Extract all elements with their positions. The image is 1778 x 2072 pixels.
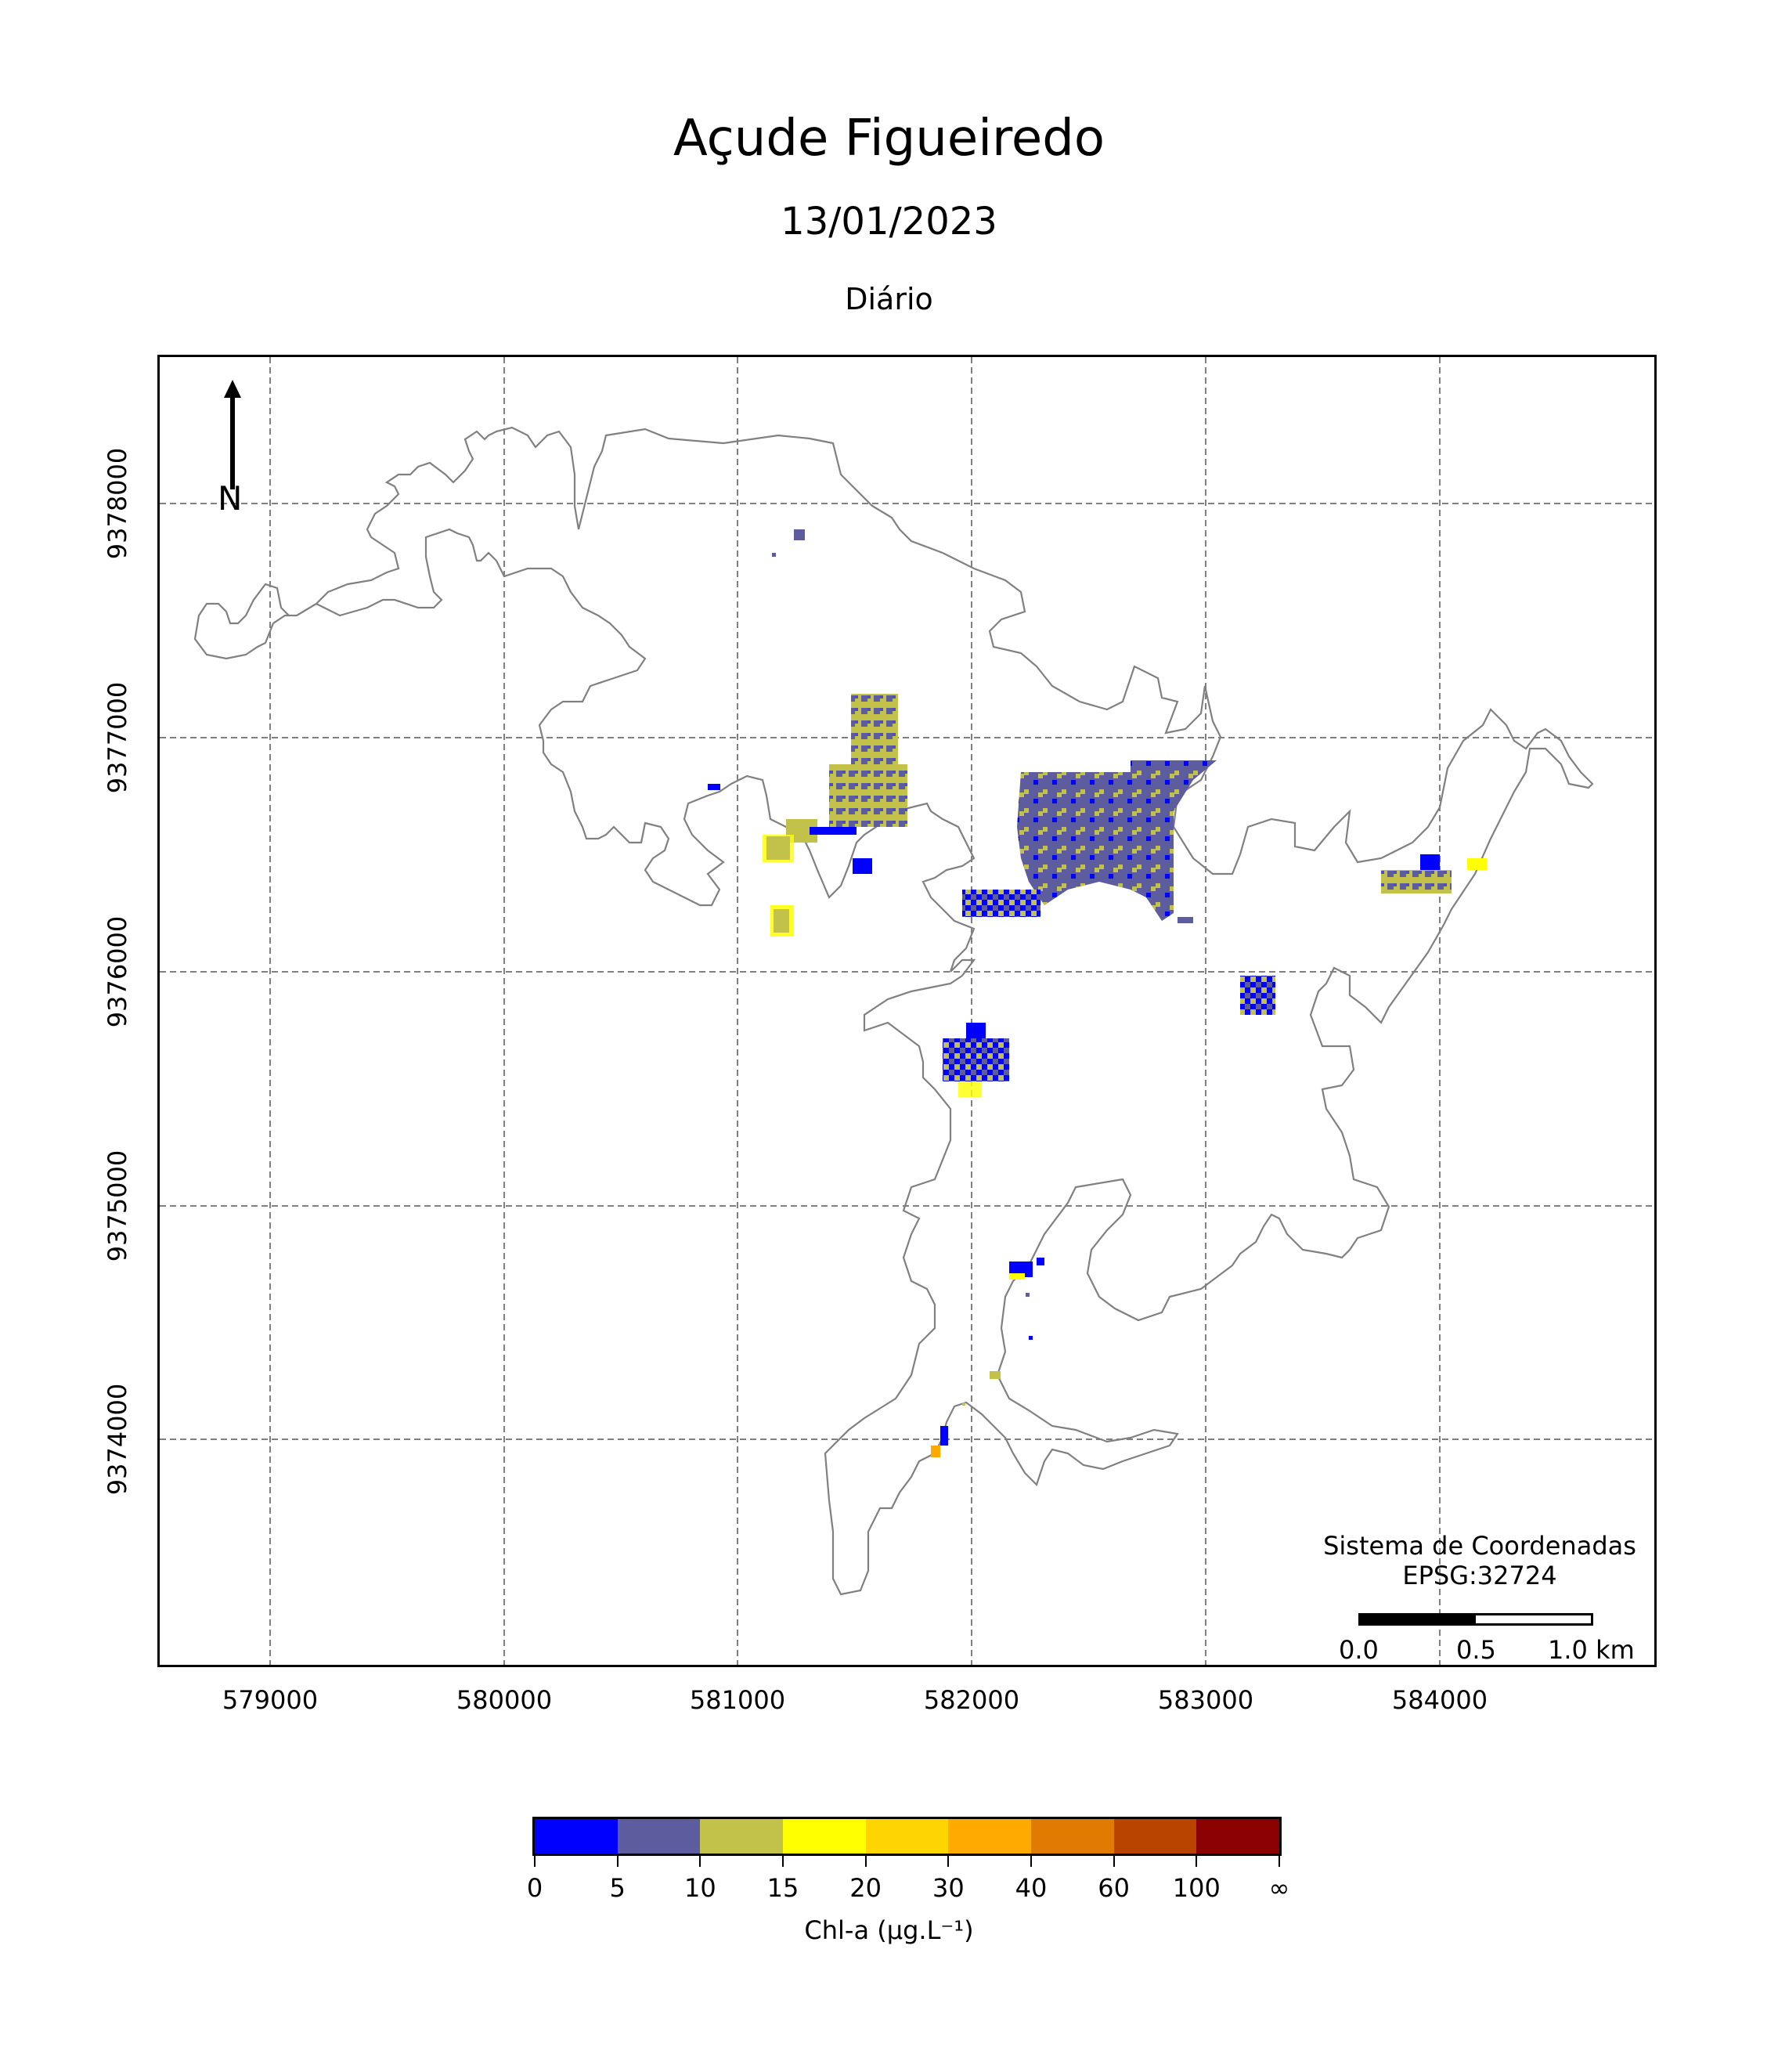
colorbar-tick-label: 40 (1015, 1873, 1048, 1903)
colorbar-tick-mark (782, 1856, 784, 1867)
colorbar-tick-mark (864, 1856, 867, 1867)
grid (160, 357, 1654, 1665)
y-tick-label: 9377000 (103, 681, 132, 794)
colorbar (532, 1817, 1282, 1856)
colorbar-swatch (865, 1819, 949, 1854)
scale-bar-segment-black (1361, 1615, 1476, 1623)
colorbar-swatch (535, 1819, 618, 1854)
colorbar-tick-label: 5 (609, 1873, 626, 1903)
chla-raster (708, 529, 1487, 1457)
colorbar-tick-mark (534, 1856, 536, 1867)
colorbar-tick-label: 0 (526, 1873, 543, 1903)
north-arrow-icon (224, 380, 241, 489)
colorbar-tick-label: 20 (849, 1873, 882, 1903)
colorbar-tick-mark (1113, 1856, 1115, 1867)
map-panel (157, 355, 1657, 1667)
colorbar-tick-mark (616, 1856, 619, 1867)
y-tick-label: 9376000 (103, 915, 132, 1028)
colorbar-tick-label: 100 (1172, 1873, 1221, 1903)
colorbar-tick-label: 15 (766, 1873, 799, 1903)
colorbar-tick-mark (699, 1856, 701, 1867)
colorbar-swatch (948, 1819, 1032, 1854)
colorbar-swatch (1196, 1819, 1280, 1854)
map-period: Diário (845, 282, 933, 316)
scale-label-0-5: 0.5 (1456, 1635, 1496, 1665)
y-tick-label: 9378000 (103, 447, 132, 560)
colorbar-tick-mark (947, 1856, 950, 1867)
scale-label-1-km: 1.0 km (1548, 1635, 1635, 1665)
colorbar-tick-mark (1196, 1856, 1198, 1867)
crs-label: Sistema de Coordenadas EPSG:32724 (1268, 1531, 1691, 1590)
scale-bar (1358, 1613, 1593, 1626)
colorbar-tick-label: 60 (1098, 1873, 1131, 1903)
colorbar-swatch (700, 1819, 784, 1854)
x-tick-label: 579000 (222, 1685, 319, 1715)
colorbar-tick-label: ∞ (1268, 1873, 1290, 1903)
colorbar-tick-mark (1030, 1856, 1032, 1867)
reservoir-outline (193, 426, 1594, 1596)
x-tick-label: 582000 (923, 1685, 1020, 1715)
x-tick-label: 583000 (1157, 1685, 1254, 1715)
scale-label-0: 0.0 (1339, 1635, 1379, 1665)
colorbar-tick-label: 10 (683, 1873, 716, 1903)
crs-line-1: Sistema de Coordenadas (1323, 1531, 1636, 1561)
colorbar-label: Chl-a (μg.L⁻¹) (804, 1915, 974, 1945)
map-date: 13/01/2023 (781, 200, 997, 244)
crs-line-2: EPSG:32724 (1402, 1561, 1557, 1590)
colorbar-tick-label: 30 (932, 1873, 965, 1903)
y-tick-label: 9374000 (103, 1383, 132, 1496)
x-tick-label: 584000 (1391, 1685, 1488, 1715)
scale-bar-segment-white (1476, 1615, 1591, 1623)
north-label: N (218, 479, 243, 518)
colorbar-tick-mark (1279, 1856, 1280, 1867)
map-canvas (160, 357, 1654, 1665)
colorbar-swatch (783, 1819, 866, 1854)
colorbar-swatch (617, 1819, 701, 1854)
colorbar-swatch (1031, 1819, 1114, 1854)
x-tick-label: 581000 (689, 1685, 786, 1715)
y-tick-label: 9375000 (103, 1150, 132, 1262)
x-tick-label: 580000 (456, 1685, 553, 1715)
colorbar-swatch (1113, 1819, 1197, 1854)
map-title: Açude Figueiredo (673, 110, 1105, 168)
